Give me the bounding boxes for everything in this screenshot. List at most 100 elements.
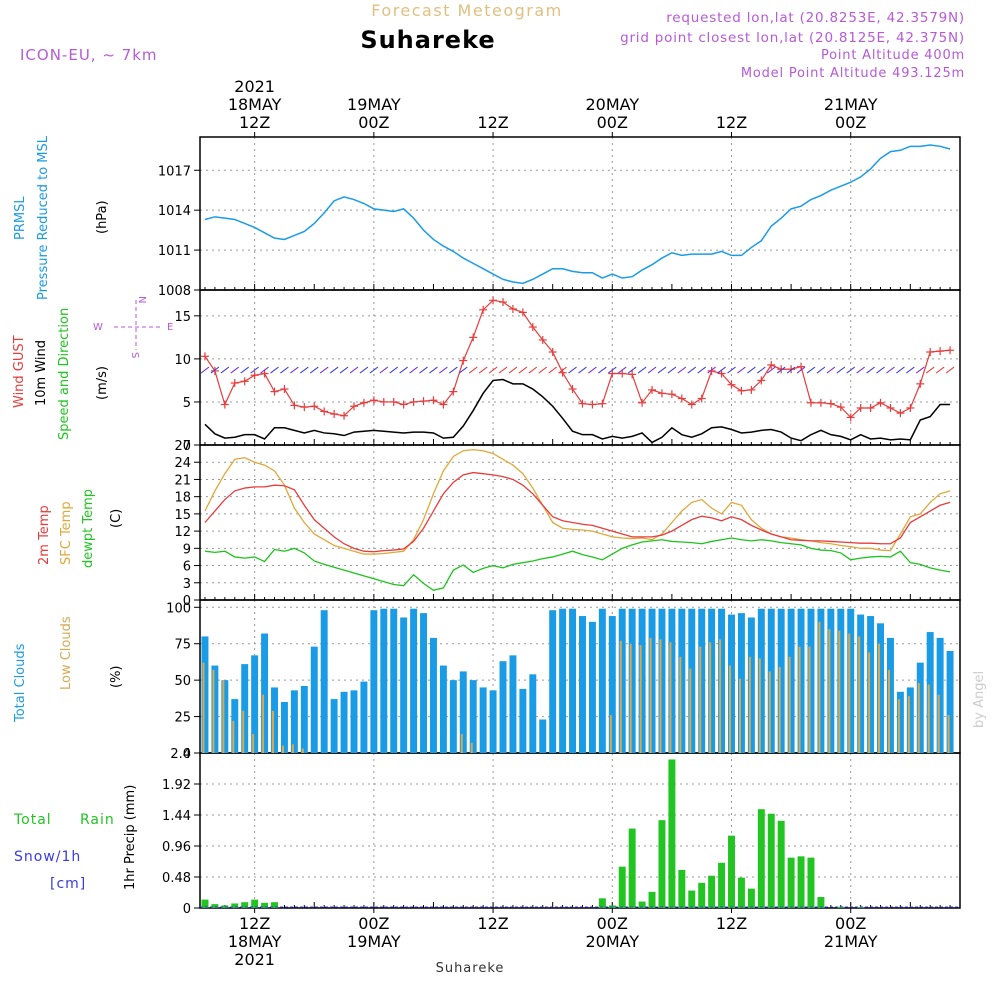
rain-bar	[817, 897, 825, 908]
wind-direction-arrow	[449, 366, 458, 374]
bottom-axis-date: 21MAY	[824, 932, 878, 951]
wind-direction-arrow	[290, 366, 299, 374]
gust-marker	[806, 398, 815, 407]
wind-direction-arrow	[429, 366, 438, 374]
wind-direction-arrow	[498, 366, 508, 374]
low-cloud-bar	[460, 734, 463, 753]
wind-direction-arrow	[359, 366, 369, 374]
wind-direction-arrow	[200, 366, 210, 374]
gust-marker	[777, 365, 786, 374]
panel-frame-wind	[199, 289, 961, 446]
rain-bar	[221, 905, 229, 908]
wind-direction-arrow	[637, 366, 647, 374]
rain-bar	[241, 902, 249, 908]
low-cloud-bar	[937, 694, 940, 753]
wind-direction-arrow	[210, 366, 220, 374]
total-cloud-bar	[936, 637, 944, 753]
gust-marker	[896, 409, 905, 418]
total-cloud-bar	[588, 621, 596, 753]
gust-marker	[399, 400, 408, 409]
rain-bar	[767, 813, 775, 908]
gust-marker	[568, 385, 577, 394]
low-cloud-bar	[212, 669, 215, 753]
bottom-axis-hour: 12Z	[716, 914, 747, 933]
wind-direction-arrow	[727, 366, 736, 374]
rain-bar	[618, 866, 626, 908]
gust-marker	[220, 400, 229, 409]
total-cloud-bar	[608, 616, 616, 753]
rain-bar	[807, 857, 815, 908]
low-cloud-bar	[818, 621, 821, 753]
gust-marker	[628, 370, 637, 379]
low-cloud-bar	[639, 645, 642, 753]
label-wind: Wind GUST 10m Wind Speed and Direction (…	[12, 308, 110, 440]
wind-direction-arrow	[508, 366, 518, 374]
total-cloud-bar	[469, 680, 477, 753]
wind-direction-arrow	[766, 366, 776, 374]
gust-marker	[469, 333, 478, 342]
gust-marker	[717, 369, 726, 378]
wind-direction-arrow	[607, 366, 617, 374]
top-axis-hour: 12Z	[477, 113, 508, 132]
compass: W E N S	[93, 296, 173, 358]
total-cloud-bar	[221, 680, 229, 753]
total-cloud-bar	[658, 608, 666, 753]
svg-text:W: W	[93, 322, 103, 333]
wind-direction-arrow	[935, 366, 945, 374]
y-tick-label: 0	[183, 439, 191, 454]
t2m-line	[204, 471, 951, 553]
top-axis-hour: 00Z	[835, 113, 866, 132]
y-tick-label: 21	[174, 473, 191, 488]
low-cloud-bar	[738, 678, 741, 753]
total-cloud-bar	[698, 608, 706, 753]
label-pressure: PRMSL Pressure Reduced to MSL (hPa)	[13, 135, 110, 300]
wind-direction-arrow	[558, 366, 567, 374]
rain-bar	[251, 899, 259, 908]
svg-text:SFC Temp: SFC Temp	[59, 501, 74, 565]
wind-direction-arrow	[747, 366, 756, 374]
wind-direction-arrow	[707, 366, 716, 374]
rain-bar	[271, 902, 278, 908]
total-cloud-bar	[668, 608, 676, 753]
rain-bar	[797, 856, 805, 908]
total-cloud-bar	[519, 688, 527, 753]
y-tick-label: 1014	[158, 204, 191, 219]
wind-direction-arrow	[876, 366, 885, 374]
gust-marker	[439, 400, 448, 409]
gust-marker	[608, 369, 617, 378]
rain-bar	[638, 901, 646, 908]
gust-marker	[330, 410, 339, 418]
top-axis-date: 18MAY	[228, 95, 282, 114]
low-cloud-bar	[649, 637, 652, 753]
wind-direction-arrow	[488, 366, 498, 374]
total-cloud-bar	[261, 633, 269, 753]
gust-marker	[359, 398, 368, 407]
gust-marker	[300, 403, 309, 412]
low-cloud-bar	[202, 662, 205, 753]
total-cloud-bar	[737, 613, 745, 753]
total-cloud-bar	[926, 632, 934, 753]
low-cloud-bar	[281, 745, 284, 753]
wind-direction-arrow	[717, 366, 726, 374]
total-cloud-bar	[807, 608, 815, 753]
wind-direction-arrow	[945, 366, 955, 374]
panel-frame-precipitation	[199, 752, 961, 909]
location-title: Suhareke	[360, 26, 495, 54]
total-cloud-bar	[360, 681, 368, 753]
point-altitude: Point Altitude 400m	[821, 48, 965, 63]
total-cloud-bar	[231, 699, 239, 753]
total-cloud-bar	[817, 608, 825, 753]
wind-direction-arrow	[389, 366, 399, 374]
total-cloud-bar	[529, 674, 537, 753]
gust-marker	[479, 305, 488, 314]
svg-text:10m Wind: 10m Wind	[34, 340, 49, 406]
dewpt-line	[204, 537, 951, 591]
svg-text:Pressure Reduced to MSL: Pressure Reduced to MSL	[36, 135, 51, 300]
wind-direction-arrow	[886, 366, 895, 374]
bottom-axis-hour: 12Z	[477, 914, 508, 933]
wind-direction-arrow	[776, 366, 786, 374]
total-cloud-bar	[896, 691, 904, 753]
wind-direction-arrow	[240, 366, 250, 374]
svg-text:(%): (%)	[109, 666, 124, 689]
total-cloud-bar	[241, 664, 249, 753]
